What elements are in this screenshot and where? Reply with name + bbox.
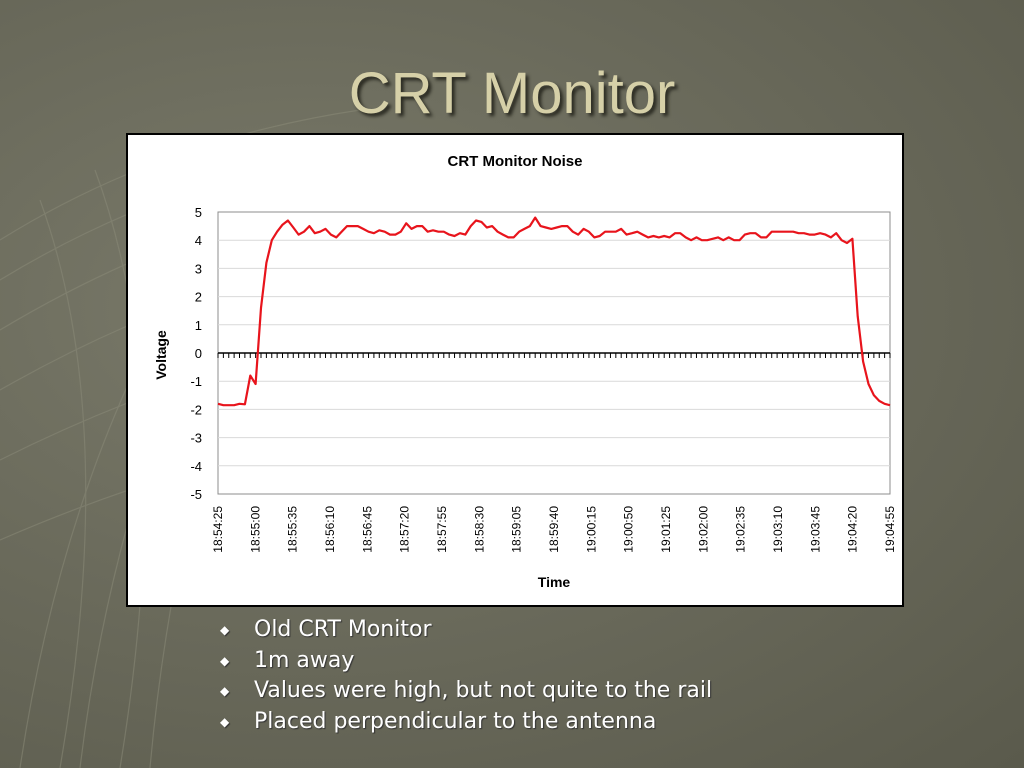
diamond-bullet-icon: ◆	[220, 653, 230, 668]
y-tick-label: 3	[195, 261, 202, 276]
x-tick-label: 19:00:15	[584, 506, 598, 553]
x-tick-label: 18:57:55	[435, 506, 449, 553]
bullet-text: 1m away	[254, 647, 355, 673]
y-tick-label: -1	[190, 374, 202, 389]
y-tick-label: -3	[190, 431, 202, 446]
slide-title: CRT Monitor	[348, 61, 676, 126]
diamond-bullet-icon: ◆	[220, 623, 230, 637]
x-tick-label: 18:59:05	[510, 506, 524, 553]
x-tick-label: 18:54:25	[211, 506, 225, 553]
bullet-text: Old CRT Monitor	[254, 617, 432, 642]
y-tick-label: 1	[195, 318, 202, 333]
y-tick-label: 5	[195, 205, 202, 220]
bullet-item: ◆ Placed perpendicular to the antenna	[218, 707, 712, 738]
x-tick-label: 18:58:30	[472, 506, 486, 553]
x-tick-label: 19:03:10	[771, 506, 785, 553]
bullet-text: Values were high, but not quite to the r…	[254, 678, 713, 703]
diamond-bullet-icon: ◆	[220, 684, 230, 698]
x-tick-label: 19:03:45	[808, 506, 822, 553]
x-tick-label: 19:04:55	[883, 506, 897, 553]
bullet-text: Placed perpendicular to the antenna	[254, 708, 657, 734]
chart-container: CRT Monitor Noise 5 4 3 2 1 0 -1 -2 -3 -4 -5 18:54:2…	[126, 133, 904, 607]
x-tick-label: 18:55:35	[286, 506, 300, 553]
x-tick-label: 19:02:00	[696, 506, 710, 553]
x-tick-label: 18:59:40	[547, 506, 561, 553]
y-tick-label: 2	[195, 290, 202, 305]
x-tick-label: 19:00:50	[622, 506, 636, 553]
y-tick-label: -4	[190, 459, 202, 474]
x-tick-label: 19:01:25	[659, 506, 673, 553]
x-tick-label: 19:02:35	[734, 506, 748, 553]
line-chart: CRT Monitor Noise 5 4 3 2 1 0 -1 -2 -3 -4 -5 18:54:2…	[153, 153, 897, 590]
y-tick-label: -2	[190, 402, 202, 417]
y-tick-label: 4	[195, 233, 202, 248]
bullet-item: ◆ 1m away	[218, 646, 712, 677]
x-axis-label: Time	[538, 574, 571, 590]
bullet-list: ◆ Old CRT Monitor ◆ 1m away ◆ Values wer…	[218, 615, 712, 737]
bullet-item: ◆ Values were high, but not quite to the…	[218, 676, 712, 707]
x-tick-label: 18:56:10	[323, 506, 337, 553]
y-tick-label: 0	[195, 346, 202, 361]
y-axis-label: Voltage	[153, 330, 169, 380]
x-tick-label: 19:04:20	[846, 506, 860, 553]
diamond-bullet-icon: ◆	[220, 714, 230, 729]
x-tick-label: 18:56:45	[360, 506, 374, 553]
x-tick-label: 18:57:20	[398, 506, 412, 553]
chart-title: CRT Monitor Noise	[448, 153, 583, 170]
voltage-series-line	[217, 216, 891, 407]
x-tick-label: 18:55:00	[248, 506, 262, 553]
y-tick-label: -5	[190, 487, 202, 502]
bullet-item: ◆ Old CRT Monitor	[218, 615, 712, 646]
